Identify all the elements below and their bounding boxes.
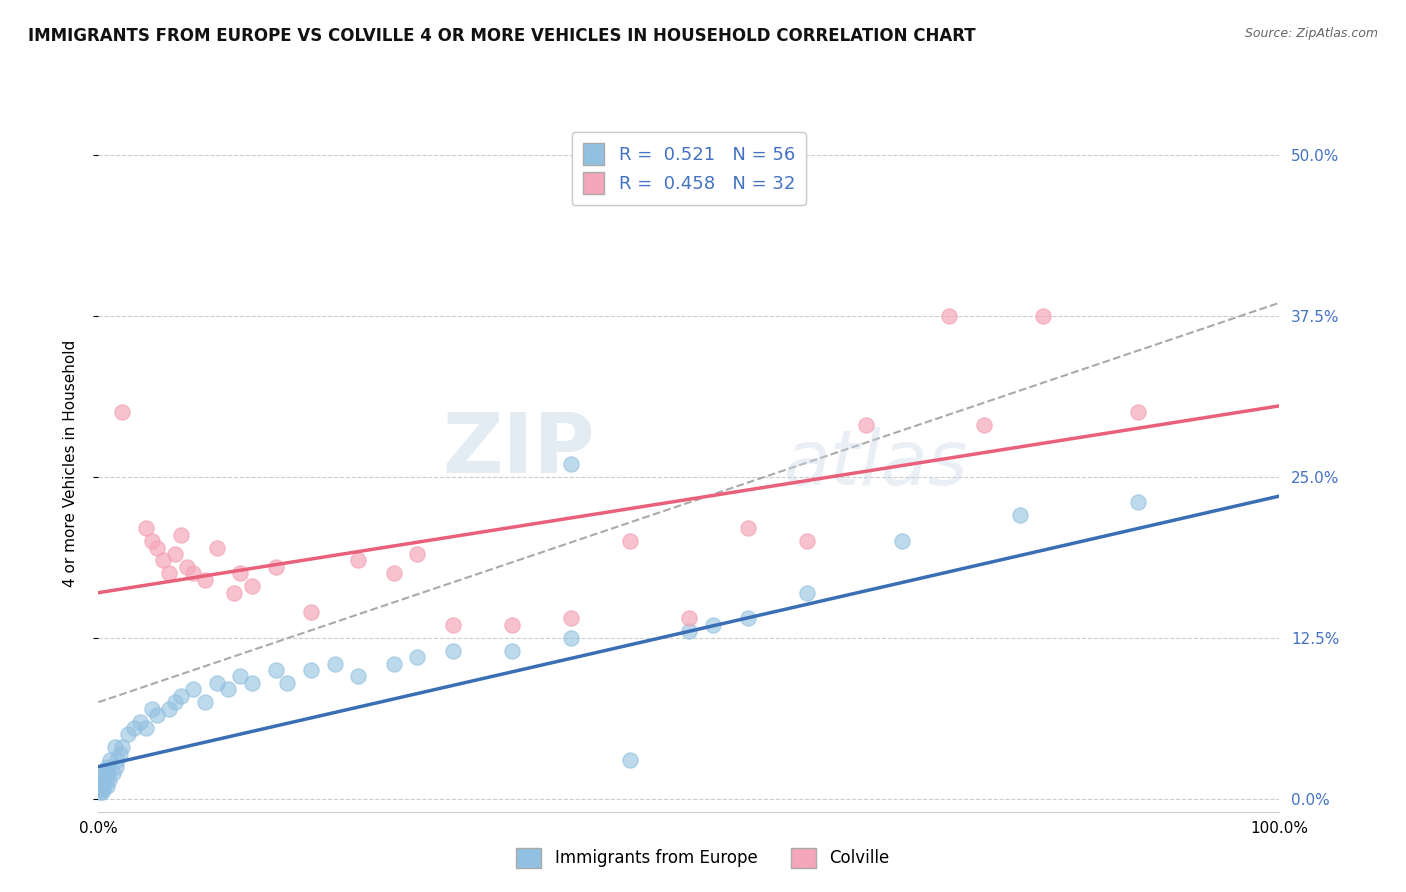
Point [890, 534, 912, 549]
Point [229, 669, 252, 683]
Point [1126, 495, 1149, 509]
Point [299, 605, 322, 619]
Point [97, 766, 120, 780]
Point [157, 566, 180, 581]
Point [240, 676, 263, 690]
Point [117, 727, 139, 741]
Point [855, 418, 877, 433]
Legend: Immigrants from Europe, Colville: Immigrants from Europe, Colville [510, 841, 896, 875]
Point [323, 657, 346, 671]
Point [501, 618, 523, 632]
Point [122, 721, 145, 735]
Point [146, 541, 169, 555]
Legend: R =  0.521   N = 56, R =  0.458   N = 32: R = 0.521 N = 56, R = 0.458 N = 32 [572, 132, 806, 205]
Point [737, 521, 759, 535]
Point [264, 560, 287, 574]
Point [152, 553, 174, 567]
Point [619, 534, 641, 549]
Point [135, 721, 157, 735]
Point [90, 781, 112, 796]
Point [229, 566, 252, 581]
Point [157, 701, 180, 715]
Point [973, 418, 995, 433]
Point [678, 611, 700, 625]
Point [108, 747, 131, 761]
Point [406, 650, 429, 665]
Point [217, 682, 239, 697]
Point [441, 618, 464, 632]
Point [105, 759, 128, 773]
Point [96, 779, 118, 793]
Point [170, 527, 193, 541]
Point [560, 457, 582, 471]
Point [91, 785, 114, 799]
Point [194, 695, 217, 709]
Point [170, 689, 193, 703]
Point [146, 708, 169, 723]
Point [90, 772, 112, 787]
Text: atlas: atlas [783, 427, 967, 500]
Point [93, 766, 115, 780]
Point [1126, 405, 1149, 419]
Point [560, 611, 582, 625]
Point [91, 769, 114, 783]
Point [98, 753, 121, 767]
Point [165, 547, 187, 561]
Point [560, 631, 582, 645]
Text: Source: ZipAtlas.com: Source: ZipAtlas.com [1244, 27, 1378, 40]
Point [91, 781, 114, 796]
Point [94, 772, 117, 787]
Point [98, 772, 121, 787]
Point [111, 405, 134, 419]
Point [89, 785, 111, 799]
Point [224, 585, 246, 599]
Point [141, 701, 163, 715]
Point [165, 695, 187, 709]
Point [240, 579, 263, 593]
Point [702, 618, 724, 632]
Point [96, 759, 118, 773]
Point [264, 663, 287, 677]
Point [104, 740, 127, 755]
Point [205, 676, 228, 690]
Point [619, 753, 641, 767]
Point [105, 753, 128, 767]
Point [91, 776, 114, 790]
Point [678, 624, 700, 639]
Point [796, 534, 818, 549]
Point [205, 541, 228, 555]
Point [347, 553, 370, 567]
Point [1032, 309, 1054, 323]
Y-axis label: 4 or more Vehicles in Household: 4 or more Vehicles in Household [63, 340, 77, 588]
Point [347, 669, 370, 683]
Point [89, 779, 111, 793]
Point [938, 309, 960, 323]
Point [382, 657, 405, 671]
Point [501, 643, 523, 657]
Text: ZIP: ZIP [441, 409, 595, 491]
Point [181, 566, 204, 581]
Point [111, 740, 134, 755]
Point [406, 547, 429, 561]
Point [194, 573, 217, 587]
Point [181, 682, 204, 697]
Point [101, 766, 124, 780]
Point [299, 663, 322, 677]
Point [796, 585, 818, 599]
Text: IMMIGRANTS FROM EUROPE VS COLVILLE 4 OR MORE VEHICLES IN HOUSEHOLD CORRELATION C: IMMIGRANTS FROM EUROPE VS COLVILLE 4 OR … [28, 27, 976, 45]
Point [93, 779, 115, 793]
Point [276, 676, 298, 690]
Point [128, 714, 150, 729]
Point [141, 534, 163, 549]
Point [176, 560, 198, 574]
Point [737, 611, 759, 625]
Point [135, 521, 157, 535]
Point [382, 566, 405, 581]
Point [441, 643, 464, 657]
Point [1008, 508, 1031, 523]
